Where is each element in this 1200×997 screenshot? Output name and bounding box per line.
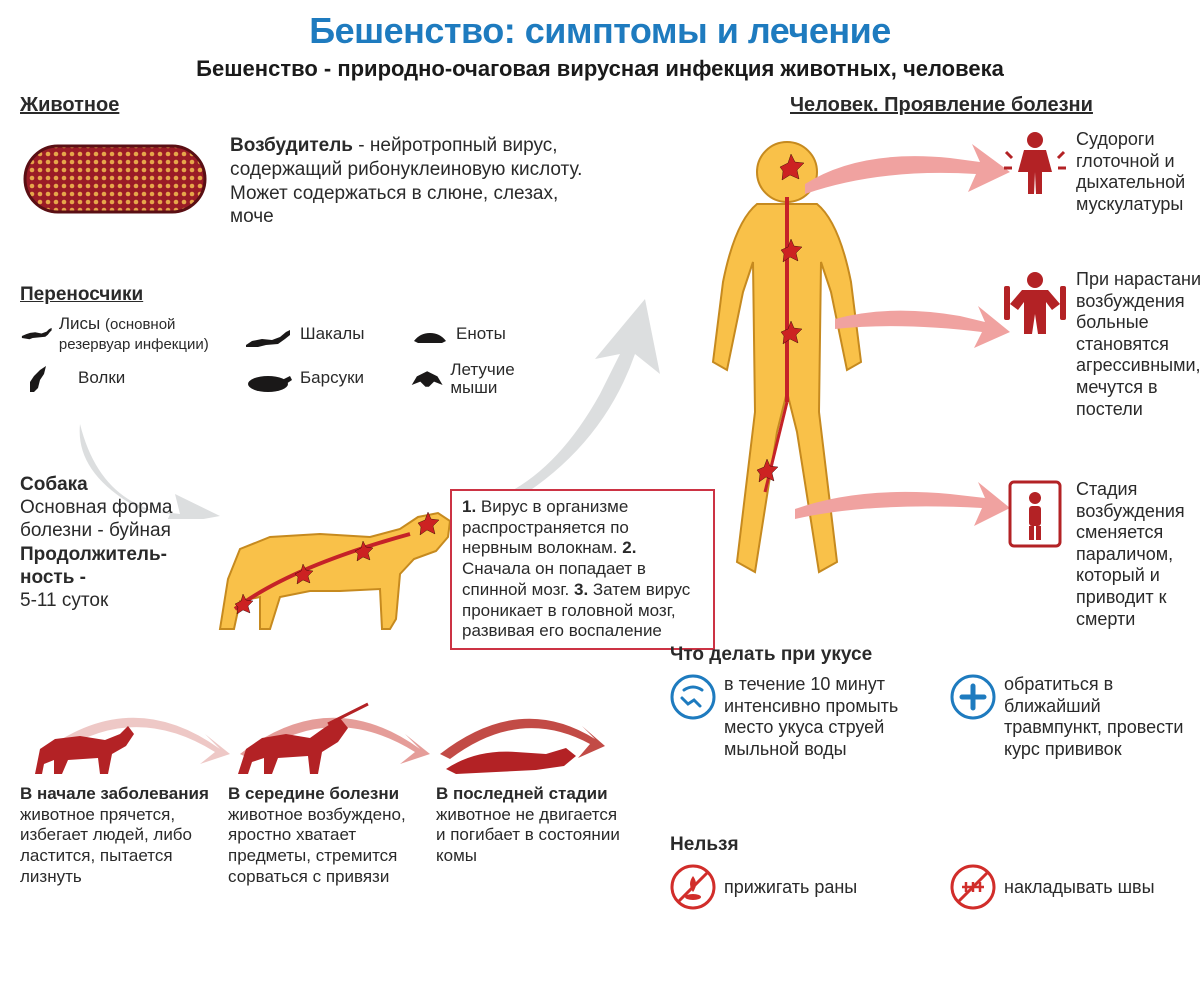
nz1-text: прижигать раны — [724, 877, 857, 898]
no-stitch-icon — [950, 864, 996, 910]
dog-dur-label: Продолжитель­ность - — [20, 544, 167, 588]
section-label-human: Человек. Проявление болезни — [790, 94, 1093, 117]
stage2-bold: В середине болезни — [228, 784, 399, 803]
nz-item-2: накладывать швы — [950, 864, 1200, 910]
symptom-1: Судороги глоточной и дыхательной мускула… — [1000, 129, 1200, 215]
bat-icon — [410, 366, 444, 392]
symptom1-icon — [1000, 129, 1070, 199]
dog-figure — [200, 479, 460, 654]
fox-icon — [20, 314, 53, 348]
dog-form: Основная форма болезни - буйная — [20, 497, 210, 543]
sym-arrow-2 — [830, 294, 1010, 364]
pathogen-desc: Возбудитель - нейротропный вирус, содерж… — [230, 134, 600, 229]
stage2-text: животное возбуждено, яростно хватает пре… — [228, 805, 406, 886]
badger-label: Барсуки — [300, 368, 364, 388]
no-burn-icon — [670, 864, 716, 910]
stage2-icon — [228, 694, 378, 784]
symptom2-text: При нарастании возбуждения больные стано… — [1076, 269, 1200, 420]
stage1-bold: В начале заболевания — [20, 784, 209, 803]
arrow-dog-to-human — [470, 294, 680, 514]
jackal-label: Шакалы — [300, 324, 364, 344]
stage-3: В последней стадии животное не двигается… — [436, 694, 626, 888]
stage3-text: животное не двигается и погибает в состо… — [436, 805, 620, 865]
dog-dur-val: 5-11 суток — [20, 590, 210, 613]
stage3-icon — [436, 694, 586, 784]
symptom1-text: Судороги глоточной и дыхательной мускула… — [1076, 129, 1200, 215]
stage3-bold: В последней стадии — [436, 784, 608, 803]
wtd-item-1: в течение 10 минут интенсивно промыть ме… — [670, 674, 920, 760]
nz-items: прижигать раны накладывать швы — [670, 864, 1200, 910]
sym-arrow-1 — [800, 144, 1010, 224]
nz-item-1: прижигать раны — [670, 864, 920, 910]
jackal-icon — [242, 317, 294, 351]
spread-n2: 2. — [622, 538, 636, 557]
wtd-items: в течение 10 минут интенсивно промыть ме… — [670, 674, 1200, 760]
wtd1-text: в течение 10 минут интенсивно промыть ме… — [724, 674, 920, 760]
pathogen-bold: Возбудитель — [230, 135, 353, 156]
wolf-icon — [20, 362, 72, 396]
stage1-icon — [20, 694, 140, 784]
page-title: Бешенство: симптомы и лечение — [20, 10, 1180, 52]
stage1-text: животное прячется, избегает людей, либо … — [20, 805, 192, 886]
badger-icon — [242, 362, 294, 396]
symptom3-text: Стадия возбуждения сменяется параличом, … — [1076, 479, 1200, 630]
wtd-item-2: обратиться в ближайший травмпункт, прове… — [950, 674, 1200, 760]
spread-n1: 1. — [462, 497, 476, 516]
virus-figure — [20, 134, 220, 229]
nz2-text: накладывать швы — [1004, 877, 1155, 898]
wtd-label: Что делать при укусе — [670, 644, 872, 666]
carriers-label: Переносчики — [20, 284, 143, 306]
spread-n3: 3. — [574, 580, 588, 599]
wolf-label: Волки — [78, 368, 125, 388]
sym-arrow-3 — [790, 474, 1010, 544]
dog-name: Собака — [20, 474, 210, 497]
section-label-animal: Животное — [20, 94, 119, 117]
wtd2-text: обратиться в ближайший травмпункт, прове… — [1004, 674, 1200, 760]
infographic-canvas: Животное Человек. Проявление болезни Воз… — [20, 94, 1180, 984]
stage-2: В середине болезни животное возбуждено, … — [228, 694, 418, 888]
virus-icon — [20, 134, 210, 224]
wash-icon — [670, 674, 716, 720]
dog-info: Собака Основная форма болезни - буйная П… — [20, 474, 210, 613]
raccoon-icon — [410, 321, 450, 347]
symptom-2: При нарастании возбуждения больные стано… — [1000, 269, 1200, 420]
symptom-3: Стадия возбуждения сменяется параличом, … — [1000, 479, 1200, 630]
stage-1: В начале заболевания животное прячется, … — [20, 694, 210, 888]
symptom3-icon — [1000, 479, 1070, 549]
stages-row: В начале заболевания животное прячется, … — [20, 694, 640, 888]
hospital-icon — [950, 674, 996, 720]
page-subtitle: Бешенство - природно-очаговая вирусная и… — [20, 56, 1180, 82]
spread-t1: Вирус в организме распространяется по не… — [462, 497, 629, 557]
nz-label: Нельзя — [670, 834, 739, 856]
symptom2-icon — [1000, 269, 1070, 339]
fox-label: Лисы — [59, 314, 100, 333]
